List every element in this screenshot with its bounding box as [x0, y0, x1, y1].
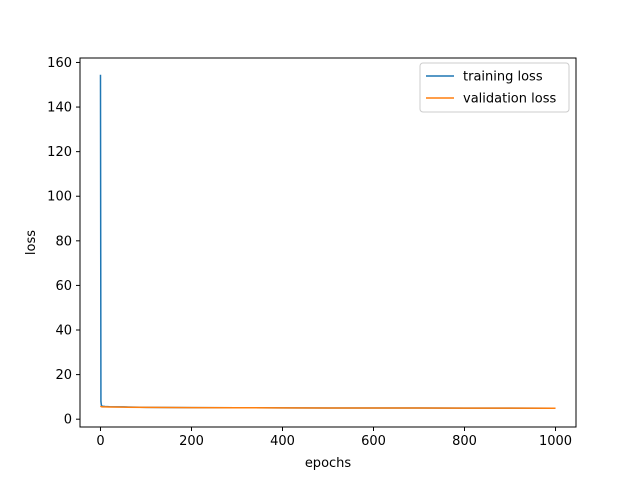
y-tick-label: 80	[55, 234, 72, 249]
legend-box	[419, 62, 570, 113]
x-tick-label: 200	[179, 434, 204, 449]
y-tick-label: 160	[47, 56, 72, 71]
x-tick-label: 0	[96, 434, 104, 449]
x-axis-label: epochs	[305, 456, 352, 471]
x-tick-label: 1000	[539, 434, 572, 449]
y-axis: 0 20 40 60 80 100 120 140 160	[47, 56, 80, 428]
y-tick-label: 20	[55, 368, 72, 383]
series-line-1	[99, 405, 556, 410]
series-layer	[99, 74, 556, 410]
x-tick-label: 600	[361, 434, 386, 449]
x-tick-label: 400	[270, 434, 295, 449]
legend-label-1: validation loss	[463, 92, 556, 107]
y-tick-label: 40	[55, 324, 72, 339]
y-tick-label: 60	[55, 279, 72, 294]
y-tick-label: 120	[47, 145, 72, 160]
y-tick-label: 100	[47, 190, 72, 205]
legend: training loss validation loss	[419, 62, 570, 113]
y-tick-label: 140	[47, 101, 72, 116]
y-axis-label: loss	[24, 230, 39, 255]
series-line-0	[99, 74, 556, 410]
y-tick-label: 0	[64, 413, 72, 428]
plot-frame	[79, 57, 577, 428]
legend-label-0: training loss	[463, 70, 543, 85]
x-axis: 0 200 400 600 800 1000	[96, 427, 572, 449]
x-tick-label: 800	[452, 434, 477, 449]
